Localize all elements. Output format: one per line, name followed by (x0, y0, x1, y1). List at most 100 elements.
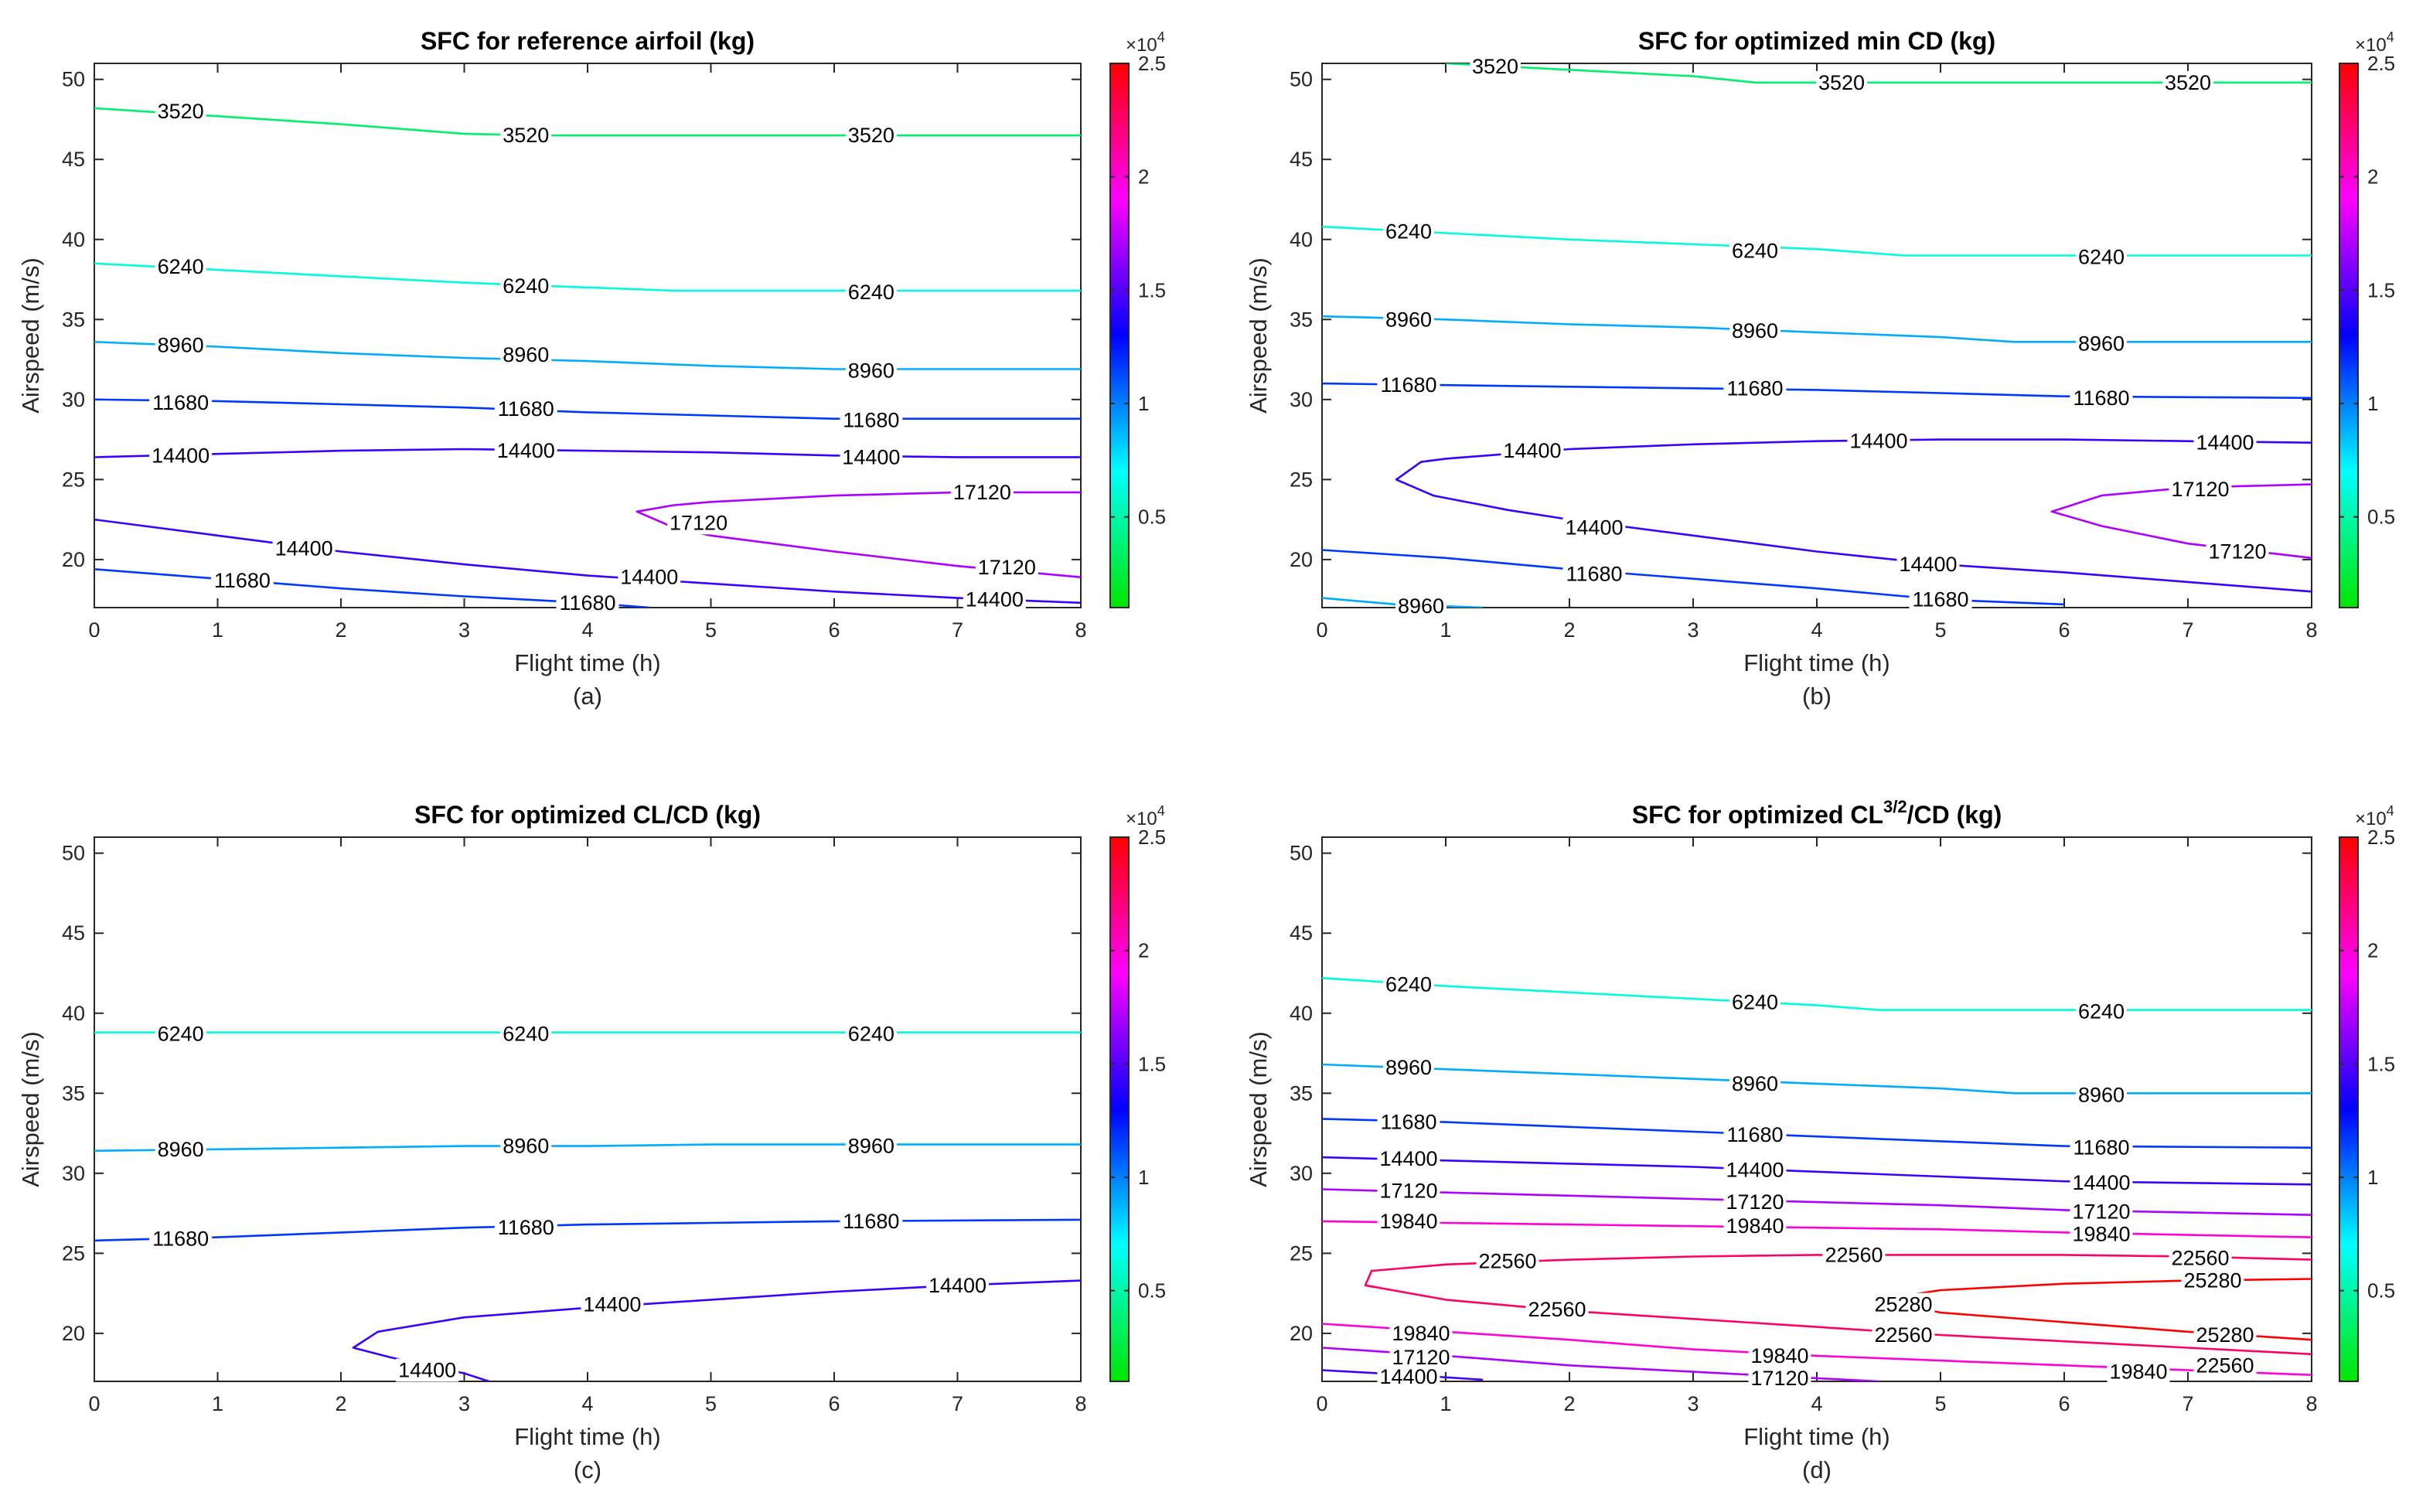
contour-label: 25280 (2183, 1269, 2241, 1292)
contour-label-bg (2181, 1269, 2244, 1292)
contour-label: 14400 (929, 1274, 986, 1297)
y-tick-label: 45 (1290, 148, 1313, 171)
contour-label: 6240 (1732, 990, 1778, 1013)
chart-panel-a: SFC for reference airfoil (kg)0 1 2 3 4 5 6 7 82… (17, 27, 1166, 710)
contour-label-bg (1723, 1214, 1787, 1238)
x-tick-label: 7 (2182, 1392, 2193, 1415)
contour-label: 11680 (559, 591, 615, 615)
contour-label: 8960 (1398, 594, 1444, 618)
y-tick-label: 50 (1290, 842, 1313, 865)
contour-label-bg (618, 565, 681, 589)
contour-label: 14400 (398, 1359, 456, 1382)
contour-label-bg (1377, 1209, 1440, 1233)
contour-label: 8960 (158, 1138, 204, 1161)
contour-label: 19840 (2072, 1223, 2130, 1246)
colorbar-tick-label: 2 (2367, 939, 2378, 962)
colorbar-tick-label: 1.5 (2367, 1052, 2395, 1075)
y-axis-label: Airspeed (m/s) (1245, 1031, 1272, 1187)
contour-label-bg (2070, 1171, 2133, 1195)
contour-label-bg (494, 397, 557, 421)
x-tick-label: 6 (828, 618, 840, 642)
contour-label: 14400 (1726, 1159, 1784, 1182)
contour-label-bg (1896, 553, 1960, 577)
x-tick-label: 6 (2058, 1392, 2070, 1415)
plot-area (94, 63, 1082, 608)
colorbar-multiplier: ×104 (1126, 803, 1165, 829)
plot-area (1321, 836, 2312, 1382)
contour-label: 3520 (1818, 71, 1865, 94)
contour-label-bg (155, 1137, 206, 1161)
x-tick-label: 3 (1687, 1392, 1699, 1415)
y-tick-label: 35 (1290, 308, 1313, 331)
contour-label-bg (1383, 972, 1434, 996)
contour-label-bg (149, 1227, 213, 1251)
y-tick-label: 40 (62, 1002, 85, 1025)
contour-label: 19840 (1392, 1322, 1450, 1345)
contour-label: 6240 (503, 1023, 549, 1046)
x-tick-label: 4 (1811, 1392, 1822, 1415)
contour-label-bg (1395, 594, 1447, 618)
y-tick-label: 50 (1290, 68, 1313, 91)
x-tick-label: 5 (705, 618, 717, 642)
contour-label-bg (1723, 376, 1787, 400)
contour-label: 19840 (1726, 1214, 1784, 1238)
x-tick-label: 2 (1563, 1392, 1575, 1415)
contour-label: 19840 (2109, 1360, 2167, 1384)
y-axis-label: Airspeed (m/s) (1245, 257, 1272, 414)
x-tick-label: 5 (705, 1392, 717, 1415)
contour-label-bg (2070, 1200, 2133, 1224)
contour-label-bg (494, 439, 557, 463)
panel-caption: (d) (1802, 1456, 1832, 1483)
contour-label: 8960 (1732, 319, 1778, 342)
contour-label-bg (1470, 55, 1521, 79)
contour-label-bg (2076, 332, 2127, 356)
x-tick-label: 2 (335, 618, 346, 642)
contour-label-bg (2169, 477, 2232, 501)
contour-label-bg (2193, 431, 2257, 455)
contour-label-bg (1525, 1297, 1589, 1321)
contour-label: 6240 (158, 255, 204, 278)
y-tick-label: 40 (1290, 1002, 1313, 1025)
colorbar (2339, 63, 2359, 608)
contour-label: 14400 (1379, 1147, 1437, 1170)
x-tick-label: 8 (1075, 618, 1086, 642)
x-tick-label: 0 (1316, 618, 1327, 642)
contour-label-bg (1729, 1071, 1780, 1095)
contour-label-bg (1383, 220, 1434, 243)
contour-label-bg (1729, 318, 1780, 342)
contour-label: 14400 (1565, 516, 1623, 539)
contour-label: 22560 (1478, 1250, 1536, 1273)
contour-label-bg (396, 1358, 459, 1382)
contour-label-bg (581, 1292, 644, 1316)
contour-label: 22560 (2171, 1247, 2229, 1270)
contour-label: 19840 (1379, 1210, 1437, 1233)
contour-label: 11680 (1380, 1111, 1436, 1134)
colorbar-tick-label: 2.5 (1138, 52, 1166, 75)
contour-label: 3520 (848, 124, 894, 147)
y-tick-label: 20 (1290, 1322, 1313, 1345)
colorbar-tick-label: 1.5 (2367, 278, 2395, 301)
y-tick-label: 20 (62, 1322, 85, 1345)
chart-panel-c: SFC for optimized CL/CD (kg)0 1 2 3 4 5 6 7 8202… (17, 801, 1166, 1483)
contour-label: 14400 (1899, 553, 1957, 576)
chart-title: SFC for optimized min CD (kg) (1638, 27, 1995, 55)
contour-label-bg (500, 274, 552, 298)
contour-label: 11680 (1726, 1123, 1783, 1146)
x-tick-label: 5 (1934, 618, 1946, 642)
contour-label-bg (1748, 1343, 1811, 1367)
x-axis-label: Flight time (h) (514, 1423, 660, 1450)
contour-label: 3520 (503, 124, 549, 147)
y-tick-label: 40 (62, 228, 85, 251)
x-tick-label: 4 (581, 1392, 593, 1415)
contour-label: 6240 (2078, 1000, 2125, 1023)
colorbar-tick-label: 0.5 (1138, 1279, 1166, 1303)
contour-label: 19840 (1750, 1344, 1808, 1367)
y-tick-label: 30 (1290, 388, 1313, 411)
contour-label-bg (500, 342, 552, 366)
contour-label-bg (2162, 70, 2213, 94)
contour-line-6240 (94, 262, 1081, 292)
colorbar-tick-label: 2 (1138, 939, 1149, 962)
colorbar-multiplier: ×104 (2355, 29, 2394, 56)
contour-label-bg (2076, 1083, 2127, 1107)
contour-label: 14400 (620, 566, 678, 589)
